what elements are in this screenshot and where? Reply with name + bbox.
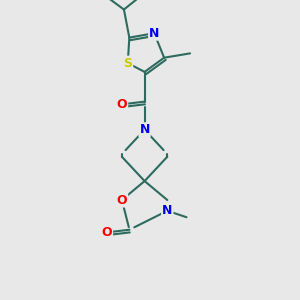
Text: S: S	[123, 57, 132, 70]
Text: N: N	[149, 27, 159, 40]
Text: N: N	[140, 123, 150, 136]
Text: O: O	[101, 226, 112, 239]
Text: N: N	[162, 204, 172, 217]
Text: O: O	[117, 194, 127, 206]
Text: O: O	[117, 98, 127, 111]
